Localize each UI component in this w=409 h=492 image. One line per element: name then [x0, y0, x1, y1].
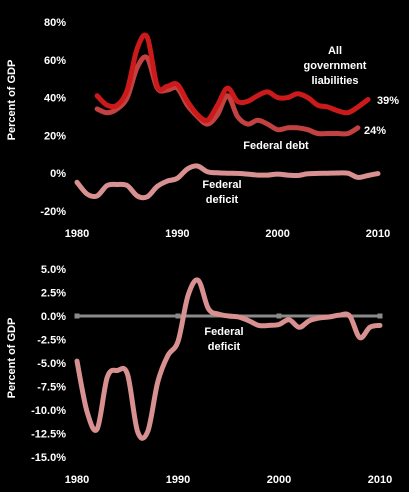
chart-bottom-x-tick-label: 1980 — [65, 474, 89, 486]
chart-bottom-x-tick-label: 1990 — [166, 474, 190, 486]
chart-top-x-tick-label: 2000 — [265, 228, 289, 240]
chart-top: Percent of GDP 80%60%40%20%0%-20% 1980 19… — [6, 17, 399, 240]
annotation-all-government-liabilities: All — [328, 45, 342, 57]
annotation-federal-deficit: Federal — [202, 179, 241, 191]
series-federal-deficit-line — [74, 277, 383, 441]
chart-top-y-ticks: 80% 60% 40% 20% 0% -20% — [40, 17, 66, 218]
chart-top-y-tick-label: 20% — [44, 130, 66, 142]
chart-bottom-annotations: Federal deficit — [204, 326, 243, 353]
chart-top-y-axis-label: Percent of GDP — [6, 60, 18, 141]
zero-line-tick-mark — [276, 313, 282, 319]
zero-line-tick-mark — [377, 313, 383, 319]
chart-top-y-tick-label: 60% — [44, 55, 66, 67]
chart-bottom-y-tick-label: -12.5% — [31, 429, 66, 441]
zero-line-tick-mark — [74, 313, 80, 319]
chart-top-y-tick-label: 80% — [44, 17, 66, 29]
chart-top-y-tick-label: 0% — [50, 168, 66, 180]
annotation-federal-debt: Federal debt — [243, 140, 309, 152]
end-label-all-government-liabilities: 39% — [377, 95, 399, 107]
series-federal-debt-line — [94, 54, 361, 137]
series-all-government-liabilities-line — [94, 32, 371, 124]
chart-bottom-y-tick-label: -5.0% — [37, 358, 66, 370]
chart-top-x-ticks: 1980 1990 2000 2010 — [65, 228, 390, 240]
annotation-federal-deficit: Federal — [204, 326, 243, 338]
chart-bottom-y-tick-label: -10.0% — [31, 405, 66, 417]
end-label-federal-debt: 24% — [364, 125, 386, 137]
annotation-federal-deficit: deficit — [208, 341, 241, 353]
chart-bottom: Percent of GDP 5.0% 2.5% 0.0% -2.5% -5.0% -7.… — [6, 264, 392, 486]
series-federal-deficit-line — [74, 163, 381, 201]
chart-top-y-tick-label: 40% — [44, 93, 66, 105]
chart-bottom-y-tick-label: -2.5% — [37, 335, 66, 347]
chart-top-annotations: All government liabilities 39% Federal debt 2… — [202, 45, 399, 206]
chart-top-x-tick-label: 2010 — [366, 228, 390, 240]
chart-bottom-x-tick-label: 2010 — [368, 474, 392, 486]
chart-bottom-x-tick-label: 2000 — [267, 474, 291, 486]
chart-top-series — [74, 32, 381, 201]
chart-bottom-y-tick-label: 2.5% — [41, 288, 66, 300]
chart-bottom-y-tick-label: -7.5% — [37, 382, 66, 394]
chart-bottom-y-tick-label: 5.0% — [41, 264, 66, 276]
zero-line-tick-mark — [175, 313, 181, 319]
chart-bottom-series — [74, 277, 383, 441]
chart-bottom-x-ticks: 1980 1990 2000 2010 — [65, 474, 392, 486]
chart-top-x-tick-label: 1990 — [165, 228, 189, 240]
chart-bottom-y-ticks: 5.0% 2.5% 0.0% -2.5% -5.0% -7.5% -10.0% -12.5% -… — [31, 264, 66, 464]
chart-top-x-tick-label: 1980 — [65, 228, 89, 240]
chart-bottom-y-axis-label: Percent of GDP — [6, 318, 18, 399]
annotation-federal-deficit: deficit — [206, 194, 239, 206]
chart-top-y-tick-label: -20% — [40, 206, 66, 218]
chart-bottom-y-tick-label: 0.0% — [41, 311, 66, 323]
annotation-all-government-liabilities: liabilities — [311, 75, 358, 87]
annotation-all-government-liabilities: government — [304, 60, 367, 72]
chart-bottom-y-tick-label: -15.0% — [31, 452, 66, 464]
